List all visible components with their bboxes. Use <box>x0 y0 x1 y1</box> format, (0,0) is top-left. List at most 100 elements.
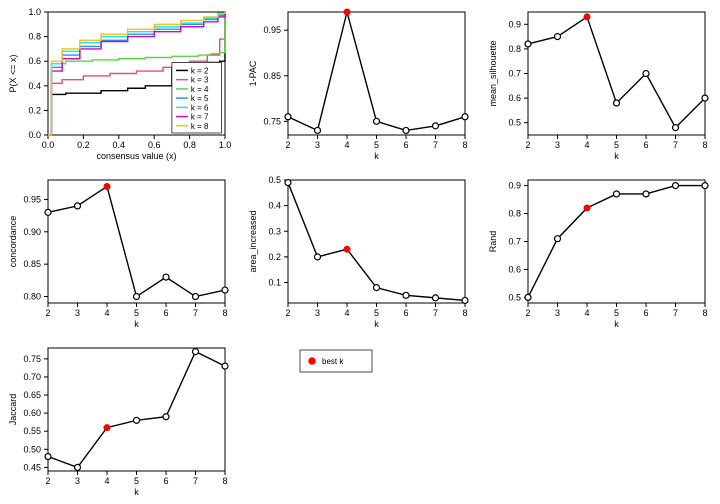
svg-text:7: 7 <box>193 308 198 318</box>
svg-text:0.8: 0.8 <box>508 44 521 54</box>
svg-text:5: 5 <box>134 308 139 318</box>
svg-text:0.9: 0.9 <box>508 19 521 29</box>
svg-text:1-PAC: 1-PAC <box>248 60 258 86</box>
svg-text:6: 6 <box>163 308 168 318</box>
svg-text:0.5: 0.5 <box>508 118 521 128</box>
metric-chart-mean-silhouette: 23456780.50.60.70.80.9kmean_silhouette <box>480 0 720 168</box>
svg-text:0.4: 0.4 <box>113 140 126 150</box>
svg-text:0.8: 0.8 <box>508 209 521 219</box>
svg-text:Jaccard: Jaccard <box>8 394 18 426</box>
svg-text:Rand: Rand <box>488 231 498 253</box>
svg-text:area_increased: area_increased <box>248 210 258 272</box>
svg-text:2: 2 <box>525 140 530 150</box>
svg-text:0.2: 0.2 <box>28 105 41 115</box>
svg-text:5: 5 <box>374 140 379 150</box>
svg-text:3: 3 <box>315 140 320 150</box>
svg-text:k: k <box>134 319 139 329</box>
svg-text:0.65: 0.65 <box>23 390 41 400</box>
svg-text:0.2: 0.2 <box>77 140 90 150</box>
svg-text:7: 7 <box>433 140 438 150</box>
svg-text:0.55: 0.55 <box>23 426 41 436</box>
svg-text:consensus value (x): consensus value (x) <box>96 151 176 161</box>
svg-text:4: 4 <box>104 476 109 486</box>
svg-text:0.6: 0.6 <box>508 93 521 103</box>
svg-text:0.4: 0.4 <box>28 81 41 91</box>
svg-text:k: k <box>134 487 139 497</box>
svg-text:7: 7 <box>433 308 438 318</box>
svg-text:4: 4 <box>344 140 349 150</box>
svg-text:P(X <= x): P(X <= x) <box>8 54 18 92</box>
svg-text:8: 8 <box>702 140 707 150</box>
svg-text:0.6: 0.6 <box>508 264 521 274</box>
svg-text:k: k <box>614 319 619 329</box>
svg-text:0.80: 0.80 <box>23 292 41 302</box>
svg-text:2: 2 <box>285 308 290 318</box>
svg-text:mean_silhouette: mean_silhouette <box>488 40 498 106</box>
panel-1-pac: 23456780.750.850.95k1-PAC <box>240 0 480 168</box>
svg-text:k = 5: k = 5 <box>191 94 209 103</box>
bestk-legend-label: best k <box>322 357 344 366</box>
svg-text:2: 2 <box>45 308 50 318</box>
svg-text:0.9: 0.9 <box>508 181 521 191</box>
svg-text:concordance: concordance <box>8 216 18 268</box>
panel-concordance: 23456780.800.850.900.95kconcordance <box>0 168 240 336</box>
svg-text:0.45: 0.45 <box>23 462 41 472</box>
svg-text:0.1: 0.1 <box>268 278 281 288</box>
svg-text:0.60: 0.60 <box>23 408 41 418</box>
svg-text:5: 5 <box>614 308 619 318</box>
metric-chart-jaccard: 23456780.450.500.550.600.650.700.75kJacc… <box>0 336 240 504</box>
svg-text:5: 5 <box>614 140 619 150</box>
bestk-legend: best k <box>240 336 480 504</box>
svg-text:0.75: 0.75 <box>23 354 41 364</box>
metric-chart-rand: 23456780.50.60.70.80.9kRand <box>480 168 720 336</box>
svg-text:2: 2 <box>525 308 530 318</box>
svg-text:8: 8 <box>222 308 227 318</box>
svg-text:0.0: 0.0 <box>28 130 41 140</box>
svg-text:k = 7: k = 7 <box>191 113 209 122</box>
svg-text:7: 7 <box>673 140 678 150</box>
ecdf-chart: 0.00.20.40.60.81.00.00.20.40.60.81.0cons… <box>0 0 240 168</box>
svg-text:0.7: 0.7 <box>508 69 521 79</box>
svg-text:7: 7 <box>193 476 198 486</box>
svg-text:2: 2 <box>285 140 290 150</box>
metric-chart-1-pac: 23456780.750.850.95k1-PAC <box>240 0 480 168</box>
svg-text:3: 3 <box>555 308 560 318</box>
svg-text:0.3: 0.3 <box>268 226 281 236</box>
svg-text:k = 8: k = 8 <box>191 122 209 131</box>
svg-text:0.0: 0.0 <box>42 140 55 150</box>
svg-text:0.6: 0.6 <box>28 56 41 66</box>
svg-text:6: 6 <box>643 140 648 150</box>
svg-text:7: 7 <box>673 308 678 318</box>
svg-text:0.95: 0.95 <box>263 25 281 35</box>
svg-text:0.8: 0.8 <box>183 140 196 150</box>
svg-text:6: 6 <box>163 476 168 486</box>
svg-text:0.75: 0.75 <box>263 116 281 126</box>
svg-text:0.8: 0.8 <box>28 32 41 42</box>
svg-text:0.85: 0.85 <box>263 71 281 81</box>
svg-text:k = 3: k = 3 <box>191 76 209 85</box>
svg-text:5: 5 <box>374 308 379 318</box>
svg-text:3: 3 <box>75 308 80 318</box>
svg-text:4: 4 <box>584 140 589 150</box>
panel-mean-silhouette: 23456780.50.60.70.80.9kmean_silhouette <box>480 0 720 168</box>
svg-text:0.90: 0.90 <box>23 227 41 237</box>
svg-text:0.50: 0.50 <box>23 444 41 454</box>
svg-text:4: 4 <box>104 308 109 318</box>
svg-text:1.0: 1.0 <box>28 7 41 17</box>
svg-text:0.2: 0.2 <box>268 252 281 262</box>
svg-text:6: 6 <box>643 308 648 318</box>
svg-text:1.0: 1.0 <box>219 140 232 150</box>
svg-text:0.5: 0.5 <box>508 292 521 302</box>
svg-text:3: 3 <box>315 308 320 318</box>
svg-text:0.95: 0.95 <box>23 194 41 204</box>
svg-text:0.70: 0.70 <box>23 372 41 382</box>
panel-bestk-legend: best k <box>240 336 480 504</box>
svg-text:k = 6: k = 6 <box>191 103 209 112</box>
panel-ecdf: 0.00.20.40.60.81.00.00.20.40.60.81.0cons… <box>0 0 240 168</box>
svg-text:3: 3 <box>555 140 560 150</box>
metric-chart-concordance: 23456780.800.850.900.95kconcordance <box>0 168 240 336</box>
panel-area-increased: 23456780.10.20.30.40.5karea_increased <box>240 168 480 336</box>
metric-chart-area-increased: 23456780.10.20.30.40.5karea_increased <box>240 168 480 336</box>
svg-text:8: 8 <box>222 476 227 486</box>
panel-jaccard: 23456780.450.500.550.600.650.700.75kJacc… <box>0 336 240 504</box>
